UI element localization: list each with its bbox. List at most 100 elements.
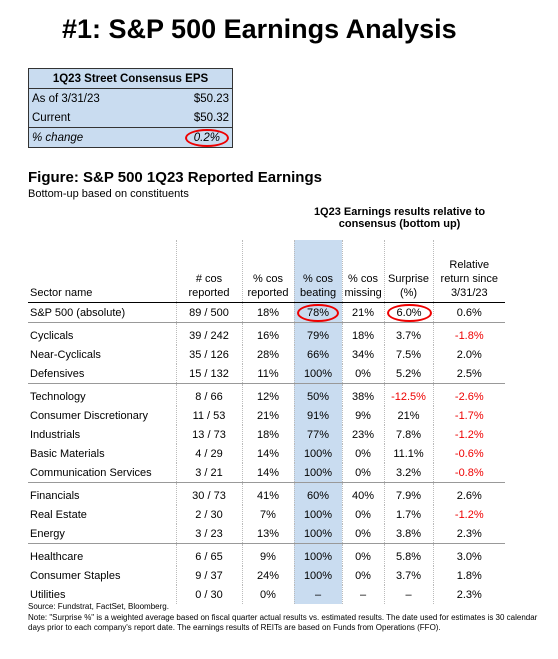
cell-text: 79% — [307, 329, 330, 342]
cell: -12.5% — [383, 383, 434, 406]
cell: -1.8% — [432, 322, 506, 345]
cell-text: -1.2% — [454, 508, 484, 521]
cell: 11 / 53 — [175, 406, 242, 425]
cell-text: 35 / 126 — [189, 348, 229, 361]
cell-text: 18% — [352, 329, 375, 342]
cell-text: 100% — [303, 508, 333, 521]
cell: 1.8% — [432, 566, 506, 585]
cell: 0% — [341, 444, 385, 463]
cell-text: 3.2% — [395, 466, 422, 479]
sector-name: Utilities — [28, 585, 176, 604]
cell-text: Energy — [30, 527, 65, 540]
cell: 0% — [341, 566, 385, 585]
sector-name: Consumer Staples — [28, 566, 176, 585]
cell-text: 11 / 53 — [192, 409, 226, 422]
cell-text: Financials — [30, 489, 80, 502]
cell: 21% — [241, 406, 295, 425]
cell: 100% — [293, 524, 343, 544]
cell: 14% — [241, 463, 295, 483]
cell: 91% — [293, 406, 343, 425]
cell-text: 0% — [355, 447, 371, 460]
cell: 13 / 73 — [175, 425, 242, 444]
cell: 4 / 29 — [175, 444, 242, 463]
cell-text: 21% — [256, 409, 280, 422]
cell-text: 89 / 500 — [189, 306, 229, 319]
cell-text: 9 / 37 — [195, 569, 223, 582]
sector-row: Energy 3 / 23 13% 100% 0% 3.8% 2.3% — [28, 524, 506, 544]
cell-text: Basic Materials — [30, 447, 105, 460]
cell-text: 34% — [352, 348, 375, 361]
cell: 3.2% — [383, 463, 434, 483]
sector-name: Communication Services — [28, 463, 176, 483]
cell-text: 7.9% — [395, 489, 422, 502]
cell: 7.8% — [383, 425, 434, 444]
cell-text: 11% — [257, 367, 279, 380]
cell-text: 41% — [256, 489, 280, 502]
value-cell: 0.2% — [149, 127, 233, 148]
cell: 2.5% — [432, 364, 506, 384]
cell: -0.6% — [432, 444, 506, 463]
sector-name: Financials — [28, 482, 176, 505]
cell: 0% — [341, 463, 385, 483]
cell: -1.2% — [432, 425, 506, 444]
value: $50.23 — [193, 92, 229, 105]
cell: 38% — [341, 383, 385, 406]
cell: 12% — [241, 383, 295, 406]
cell-text: 40% — [352, 489, 375, 502]
cell: 6 / 65 — [175, 543, 242, 566]
figure-title: Figure: S&P 500 1Q23 Reported Earnings — [28, 169, 322, 186]
cell: 0% — [341, 364, 385, 384]
cell: 21% — [383, 406, 434, 425]
sector-name: Technology — [28, 383, 176, 406]
cell: 21% — [341, 302, 385, 323]
cell-text: 2.6% — [456, 489, 482, 502]
cell-text: Utilities — [30, 588, 66, 601]
cell-text: 8 / 66 — [195, 390, 223, 403]
cell-text: 38% — [352, 390, 375, 403]
cell: 24% — [241, 566, 295, 585]
cell-text: 2.5% — [456, 367, 482, 380]
cell-text: 100% — [303, 466, 333, 479]
cell-text: 91% — [307, 409, 330, 422]
sector-row: Consumer Staples 9 / 37 24% 100% 0% 3.7% 1.8% — [28, 566, 506, 585]
group-header: 1Q23 Earnings results relative to consen… — [313, 206, 486, 230]
column-header: Relative return since 3/31/23 — [432, 240, 506, 303]
sector-name: Energy — [28, 524, 176, 544]
cell: 100% — [293, 505, 343, 524]
column-header: % cos reported — [241, 240, 295, 303]
group-header-row: 1Q23 Earnings results relative to consen… — [28, 206, 505, 240]
cell-text: 100% — [303, 550, 333, 563]
cell-text: 100% — [303, 527, 333, 540]
cell: 3.8% — [383, 524, 434, 544]
cell-text: 100% — [303, 367, 333, 380]
value-cell: $50.32 — [150, 108, 233, 128]
cell-text: 14% — [256, 447, 280, 460]
cell: 100% — [293, 444, 343, 463]
cell: – — [383, 585, 434, 604]
row: Current $50.32 — [29, 108, 233, 128]
cell: -1.2% — [432, 505, 506, 524]
cell-text: Near-Cyclicals — [30, 348, 101, 361]
cell-text: 5.8% — [395, 550, 422, 563]
cell: 3.7% — [383, 566, 434, 585]
cell-text: 21% — [397, 409, 420, 422]
cell: 66% — [293, 345, 343, 364]
cell-text: 13% — [256, 527, 280, 540]
cell: 39 / 242 — [175, 322, 242, 345]
page-title: #1: S&P 500 Earnings Analysis — [62, 14, 457, 44]
cell: 2.3% — [432, 524, 506, 544]
label-cell: As of 3/31/23 — [32, 92, 100, 105]
sector-name: Real Estate — [28, 505, 176, 524]
cell: 9 / 37 — [175, 566, 242, 585]
cell: 6.0% — [383, 302, 434, 323]
sector-name: Healthcare — [28, 543, 176, 566]
sector-row: Utilities 0 / 30 0% – – – 2.3% — [28, 585, 506, 604]
sector-row: Defensives 15 / 132 11% 100% 0% 5.2% 2.5% — [28, 364, 506, 384]
cell-text: 100% — [303, 447, 333, 460]
cell: 89 / 500 — [175, 302, 242, 323]
cell-text: 7% — [260, 508, 276, 521]
cell-text: 0% — [355, 550, 371, 563]
sector-name: Basic Materials — [28, 444, 176, 463]
cell-text: Consumer Staples — [30, 569, 121, 582]
earnings-table: 1Q23 Earnings results relative to consen… — [28, 206, 506, 604]
